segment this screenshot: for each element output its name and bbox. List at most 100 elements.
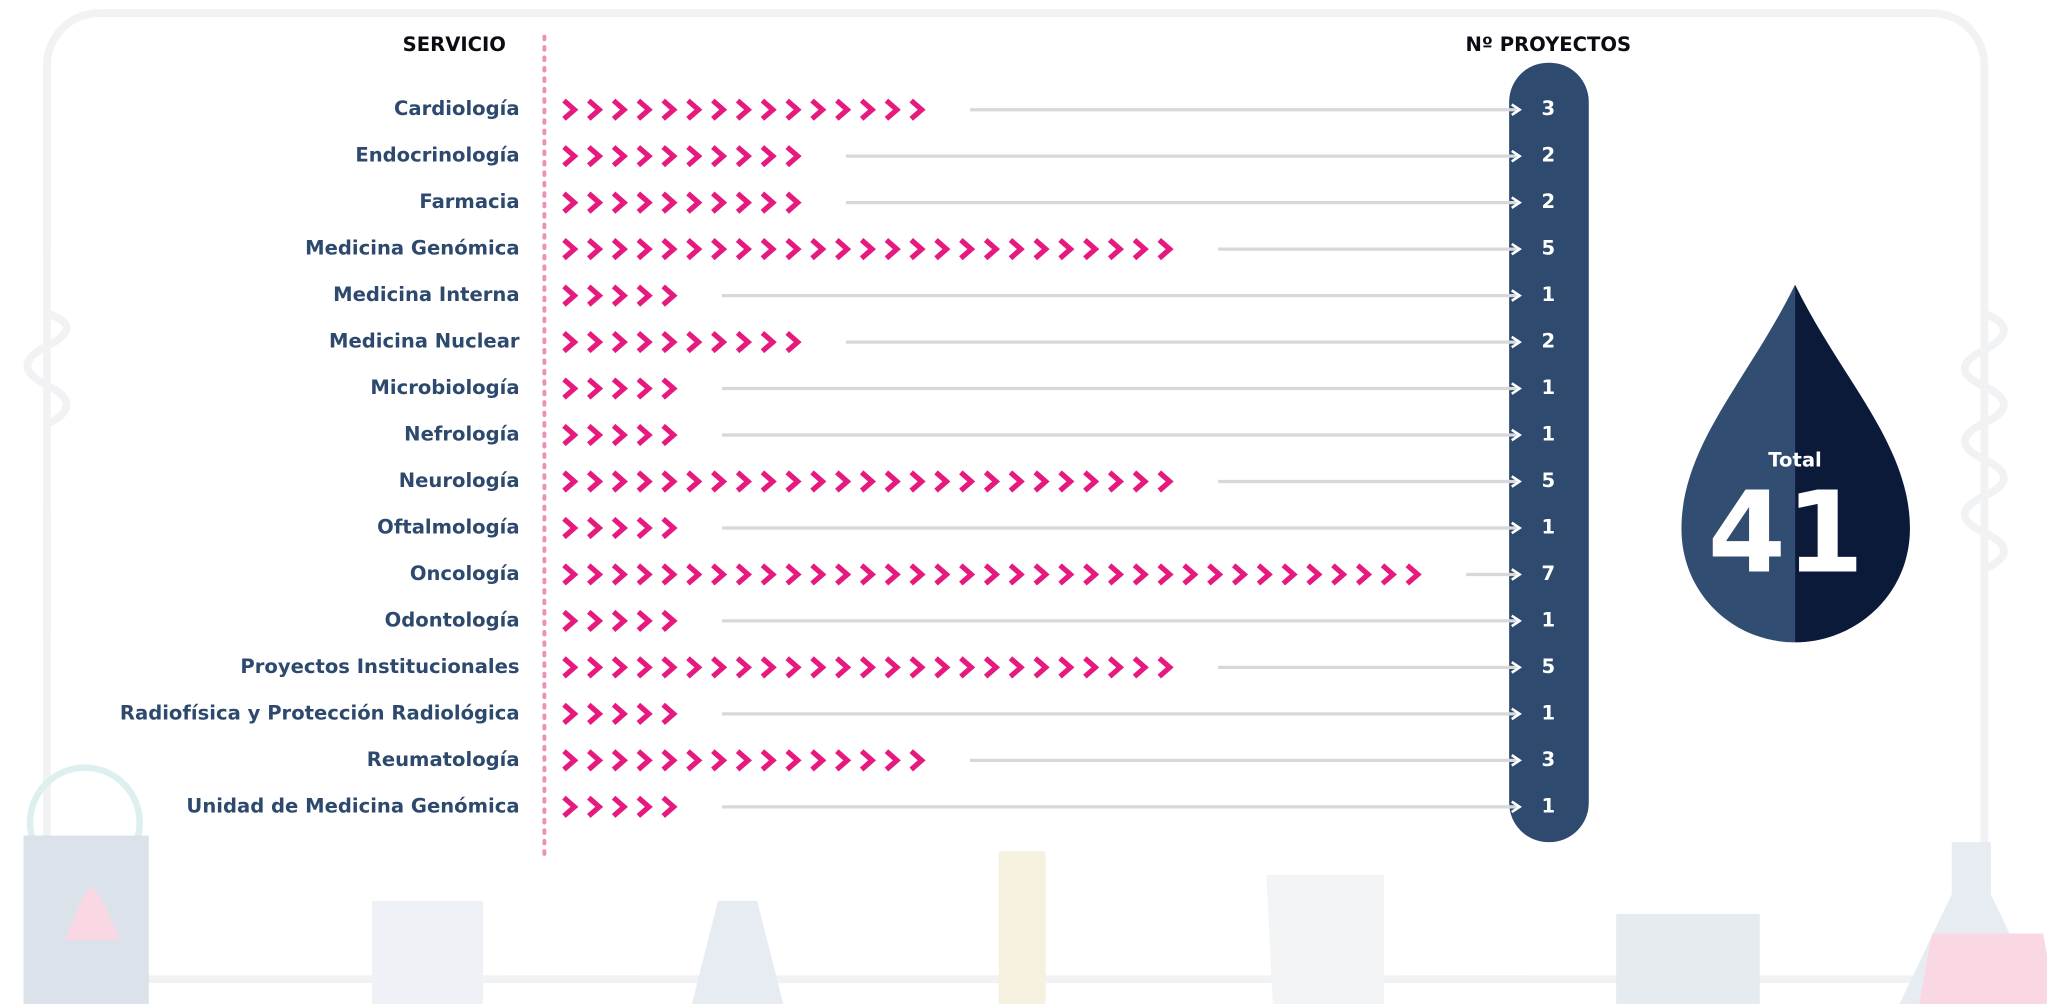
chevron xyxy=(785,238,802,261)
bar xyxy=(562,191,802,214)
chevron xyxy=(636,377,653,400)
chevron xyxy=(835,238,852,261)
chevron xyxy=(859,563,877,586)
chevron xyxy=(587,377,604,400)
chevron xyxy=(587,470,604,493)
chevron xyxy=(587,330,604,354)
chevron xyxy=(562,238,579,261)
chevron xyxy=(1083,238,1100,261)
chevron xyxy=(661,563,678,586)
chevron xyxy=(1008,470,1025,493)
chevron xyxy=(983,656,1001,679)
chevron xyxy=(1033,238,1050,261)
category-label: Radiofísica y Protección Radiológica xyxy=(120,701,520,724)
chevron xyxy=(810,470,827,493)
chevron xyxy=(1132,470,1149,493)
chevron xyxy=(1157,238,1174,261)
value-label: 5 xyxy=(1541,469,1555,492)
chevron xyxy=(934,656,951,679)
chevron xyxy=(686,656,703,679)
chevron xyxy=(562,145,579,168)
chevron xyxy=(735,145,753,168)
chevron xyxy=(1132,238,1149,261)
chevron xyxy=(1331,563,1348,586)
chevron xyxy=(611,238,628,261)
chevron xyxy=(636,423,653,447)
chevron xyxy=(1058,470,1075,493)
chevron xyxy=(686,563,703,586)
value-label: 5 xyxy=(1541,237,1555,260)
chevron xyxy=(1157,656,1174,679)
category-label: Medicina Genómica xyxy=(305,237,519,260)
chevron xyxy=(686,145,703,168)
value-label: 1 xyxy=(1541,283,1555,306)
chevron xyxy=(611,656,628,679)
chevron xyxy=(686,98,703,121)
chevron xyxy=(661,145,678,168)
chevron xyxy=(562,702,579,725)
chevron xyxy=(760,563,777,586)
category-label: Nefrología xyxy=(404,423,519,446)
chevron xyxy=(636,330,653,354)
category-label: Proyectos Institucionales xyxy=(240,655,519,678)
chevron xyxy=(587,145,604,168)
chevron xyxy=(686,470,703,493)
chevron xyxy=(611,795,628,818)
chevron xyxy=(1256,563,1273,586)
value-header: Nº PROYECTOS xyxy=(1465,33,1631,56)
chevron xyxy=(735,656,753,679)
chevron xyxy=(983,563,1001,586)
chevron xyxy=(587,98,604,121)
chevron xyxy=(835,656,852,679)
bar xyxy=(562,377,678,400)
chevron xyxy=(1132,656,1149,679)
chevron xyxy=(1058,656,1075,679)
value-label: 5 xyxy=(1541,655,1555,678)
chevron xyxy=(810,98,827,121)
chevron xyxy=(909,656,926,679)
chevron xyxy=(587,609,604,633)
chevron xyxy=(760,145,777,168)
chevron xyxy=(884,470,901,493)
chevron xyxy=(587,516,604,540)
chevron xyxy=(611,563,628,586)
chevron xyxy=(686,191,703,214)
chevron xyxy=(760,330,777,354)
chevron xyxy=(636,656,653,679)
chevron xyxy=(1380,563,1397,586)
chevron xyxy=(611,377,628,400)
chevron xyxy=(636,145,653,168)
chevron xyxy=(1058,563,1075,586)
chevron xyxy=(711,98,728,121)
connector-arrow xyxy=(1511,707,1522,721)
value-label: 2 xyxy=(1541,330,1555,353)
chevron xyxy=(1008,238,1025,261)
connector-arrow xyxy=(1511,661,1522,674)
chevron xyxy=(587,563,604,586)
chevron xyxy=(735,191,753,214)
value-label: 1 xyxy=(1541,794,1555,817)
category-label: Unidad de Medicina Genómica xyxy=(186,794,519,817)
chevron xyxy=(661,516,678,540)
category-label: Medicina Interna xyxy=(333,283,519,306)
chevron xyxy=(562,749,579,772)
chevron xyxy=(884,238,901,261)
chevron xyxy=(1107,238,1125,261)
chevron xyxy=(760,470,777,493)
chevron xyxy=(636,609,653,633)
chevron xyxy=(760,749,777,772)
background-decoration xyxy=(23,9,2047,1004)
connector-arrow xyxy=(1511,754,1522,767)
chevron xyxy=(711,145,728,168)
chevron xyxy=(1107,563,1125,586)
chevron xyxy=(1033,656,1050,679)
chevron xyxy=(562,609,579,633)
chevron xyxy=(686,749,703,772)
chevron xyxy=(611,470,628,493)
total-drop xyxy=(1681,284,1910,643)
total-value: 41 xyxy=(1708,468,1864,598)
chevron xyxy=(587,656,604,679)
connector-arrow xyxy=(1511,521,1522,535)
chevron xyxy=(909,563,926,586)
